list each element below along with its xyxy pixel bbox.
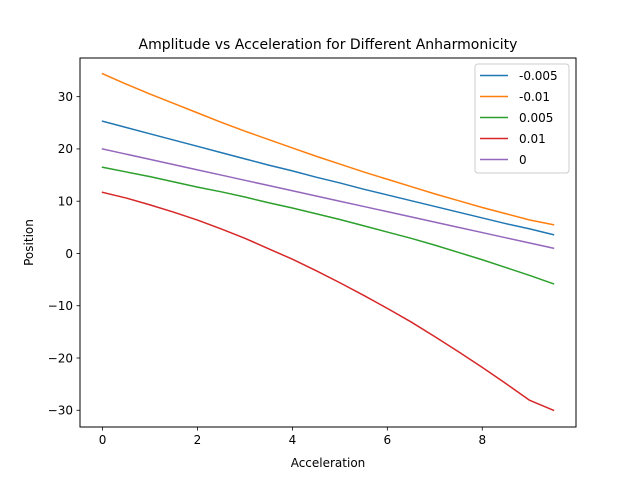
- y-tick-label: 10: [58, 195, 73, 209]
- legend-label-1: -0.01: [519, 90, 550, 104]
- x-axis-ticks: 0 2 4 6 8: [99, 427, 486, 447]
- legend-label-3: 0.01: [519, 132, 546, 146]
- y-axis-ticks: −30 −20 −10 0 10 20 30: [48, 90, 80, 418]
- x-tick-label: 6: [384, 433, 392, 447]
- y-tick-label: −10: [48, 299, 73, 313]
- series-line-1: [101, 72, 555, 226]
- x-tick-label: 2: [194, 433, 202, 447]
- legend-label-4: 0: [519, 153, 527, 167]
- x-tick-label: 8: [478, 433, 486, 447]
- x-axis-label: Acceleration: [291, 456, 366, 470]
- legend-label-0: -0.005: [519, 69, 558, 83]
- y-tick-label: 0: [65, 247, 73, 261]
- series-line-0: [101, 120, 555, 236]
- legend-label-2: 0.005: [519, 111, 553, 125]
- y-tick-label: 20: [58, 142, 73, 156]
- chart-title: Amplitude vs Acceleration for Different …: [139, 37, 518, 53]
- legend: -0.005 -0.01 0.005 0.01 0: [474, 63, 570, 174]
- series-line-4: [101, 148, 555, 250]
- y-tick-label: 30: [58, 90, 73, 104]
- series-layer: [101, 72, 555, 412]
- legend-frame: [474, 63, 570, 174]
- x-tick-label: 0: [99, 433, 107, 447]
- plot-frame: [79, 57, 577, 428]
- series-line-2: [101, 166, 555, 285]
- y-tick-label: −20: [48, 351, 73, 365]
- y-axis-label: Position: [22, 219, 36, 266]
- x-tick-label: 4: [289, 433, 297, 447]
- y-tick-label: −30: [48, 404, 73, 418]
- series-line-3: [101, 191, 555, 412]
